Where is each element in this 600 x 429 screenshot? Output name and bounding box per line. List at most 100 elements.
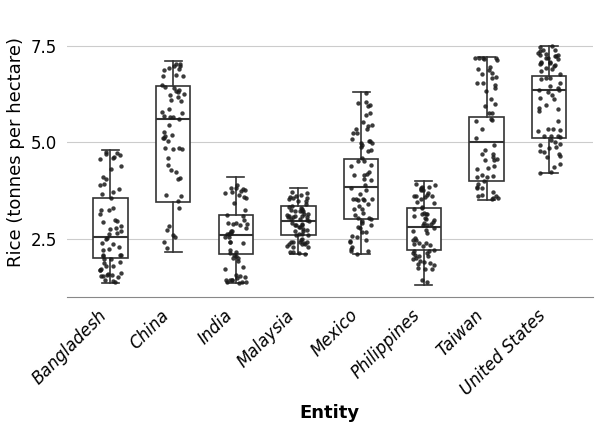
Point <box>359 175 368 182</box>
Point <box>418 203 427 210</box>
Point <box>301 198 310 205</box>
Point <box>538 47 548 54</box>
Point <box>349 206 359 213</box>
Point <box>551 53 561 60</box>
Point <box>173 175 183 182</box>
Point <box>478 54 488 61</box>
Point <box>167 132 176 139</box>
Point <box>365 110 375 117</box>
Point <box>362 125 371 132</box>
Point <box>297 236 307 242</box>
Point <box>172 169 181 175</box>
Point <box>485 63 495 70</box>
Point <box>302 239 312 245</box>
Point <box>175 63 185 70</box>
Point <box>355 190 364 197</box>
Point <box>430 246 439 253</box>
Point <box>421 227 431 233</box>
Point <box>284 204 294 211</box>
Point <box>304 218 314 225</box>
Point <box>298 207 308 214</box>
Point <box>158 135 168 142</box>
Point <box>116 252 125 259</box>
Point <box>98 190 107 197</box>
Point <box>115 252 125 259</box>
Point <box>409 241 419 248</box>
Point <box>419 209 428 216</box>
Point <box>289 239 298 245</box>
Point <box>111 225 121 232</box>
Point <box>297 221 307 227</box>
Point <box>286 248 295 255</box>
Point <box>416 187 425 194</box>
Point <box>174 86 184 93</box>
Point <box>534 107 544 114</box>
Point <box>163 138 173 145</box>
Point <box>549 96 559 103</box>
Point <box>554 87 564 94</box>
Point <box>419 220 429 227</box>
Point <box>550 138 560 145</box>
Point <box>427 193 437 199</box>
Point <box>296 236 306 243</box>
Point <box>225 277 235 284</box>
Point <box>175 205 184 211</box>
Point <box>101 176 111 183</box>
Point <box>225 238 235 245</box>
Point <box>361 237 371 244</box>
Point <box>422 192 432 199</box>
Point <box>409 236 418 243</box>
Point <box>106 256 116 263</box>
Point <box>239 216 249 223</box>
Point <box>102 271 112 278</box>
Point <box>542 75 551 82</box>
Point <box>542 154 552 160</box>
Point <box>226 229 236 236</box>
Point <box>492 57 502 63</box>
Point <box>490 142 499 149</box>
Point <box>232 275 242 281</box>
Point <box>176 98 186 105</box>
Point <box>106 226 115 233</box>
Point <box>295 239 304 246</box>
Point <box>350 212 359 219</box>
Point <box>547 92 557 99</box>
Point <box>228 220 238 227</box>
Point <box>236 273 245 280</box>
Point <box>238 263 247 270</box>
Point <box>284 240 294 247</box>
Point <box>169 62 179 69</box>
Point <box>290 222 300 229</box>
PathPatch shape <box>218 215 253 254</box>
Point <box>481 147 490 154</box>
Point <box>166 96 175 103</box>
Point <box>490 101 500 108</box>
Point <box>416 184 426 191</box>
Point <box>535 47 545 54</box>
Point <box>346 248 355 254</box>
Point <box>359 158 369 165</box>
Point <box>361 187 371 193</box>
Point <box>554 118 563 125</box>
Point <box>160 132 170 139</box>
Point <box>420 214 430 221</box>
Point <box>364 215 374 222</box>
Point <box>169 85 178 91</box>
Point <box>535 169 545 176</box>
Point <box>482 87 491 94</box>
Point <box>487 116 497 123</box>
Point <box>348 196 358 203</box>
Point <box>543 126 553 133</box>
Point <box>556 70 565 77</box>
Point <box>535 43 545 50</box>
Point <box>296 204 306 211</box>
Point <box>353 157 362 164</box>
Point <box>545 60 554 66</box>
Point <box>175 60 185 67</box>
Point <box>420 266 430 272</box>
Point <box>241 224 251 231</box>
Point <box>357 154 367 161</box>
Point <box>534 105 544 112</box>
Point <box>174 66 184 73</box>
Point <box>473 66 482 73</box>
